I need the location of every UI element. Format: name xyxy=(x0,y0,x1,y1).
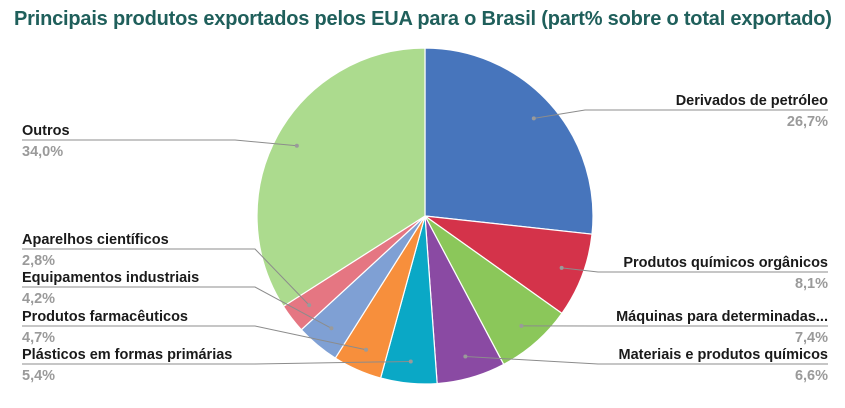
slice-value-plasticos-em-formas-primarias: 5,4% xyxy=(22,368,55,384)
slice-label-produtos-farmaceuticos: Produtos farmacêuticos xyxy=(22,309,188,325)
leader-dot-outros xyxy=(294,143,299,148)
leader-dot-derivados-de-petroleo xyxy=(531,116,536,121)
slice-label-plasticos-em-formas-primarias: Plásticos em formas primárias xyxy=(22,347,232,363)
leader-dot-produtos-quimicos-organicos xyxy=(559,265,564,270)
slice-value-produtos-quimicos-organicos: 8,1% xyxy=(795,276,828,292)
leader-dot-equipamentos-industriais xyxy=(329,326,334,331)
leader-line-produtos-farmaceuticos xyxy=(22,325,367,351)
slice-label-aparelhos-cientificos: Aparelhos científicos xyxy=(22,232,169,248)
leader-dot-produtos-farmaceuticos xyxy=(364,347,369,352)
slice-label-produtos-quimicos-organicos: Produtos químicos orgânicos xyxy=(623,255,828,271)
leader-dot-maquinas-para-determinadas xyxy=(519,323,524,328)
slice-value-materiais-e-produtos-quimicos: 6,6% xyxy=(795,368,828,384)
pie-slice-outros xyxy=(256,47,426,308)
leader-line-produtos-quimicos-organicos xyxy=(561,267,828,273)
slice-value-aparelhos-cientificos: 2,8% xyxy=(22,253,55,269)
slice-value-outros: 34,0% xyxy=(22,144,63,160)
leader-line-plasticos-em-formas-primarias xyxy=(22,360,411,365)
slice-label-materiais-e-produtos-quimicos: Materiais e produtos químicos xyxy=(619,347,829,363)
slice-label-derivados-de-petroleo: Derivados de petróleo xyxy=(676,93,828,109)
leader-dot-aparelhos-cientificos xyxy=(307,303,312,308)
leader-dot-materiais-e-produtos-quimicos xyxy=(463,354,468,359)
slice-label-maquinas-para-determinadas: Máquinas para determinadas... xyxy=(616,309,828,325)
leader-dot-plasticos-em-formas-primarias xyxy=(408,359,413,364)
leader-line-equipamentos-industriais xyxy=(22,286,332,329)
chart-title: Principais produtos exportados pelos EUA… xyxy=(14,8,832,30)
pie-slice-derivados-de-petroleo xyxy=(424,47,594,235)
leader-line-derivados-de-petroleo xyxy=(533,109,828,119)
slice-value-maquinas-para-determinadas: 7,4% xyxy=(795,330,828,346)
slice-value-produtos-farmaceuticos: 4,7% xyxy=(22,330,55,346)
slice-value-derivados-de-petroleo: 26,7% xyxy=(787,114,828,130)
leader-line-outros xyxy=(22,139,297,147)
leader-line-materiais-e-produtos-quimicos xyxy=(465,355,828,365)
slice-label-outros: Outros xyxy=(22,123,70,139)
slice-label-equipamentos-industriais: Equipamentos industriais xyxy=(22,270,199,286)
leader-line-aparelhos-cientificos xyxy=(22,248,310,306)
slice-value-equipamentos-industriais: 4,2% xyxy=(22,291,55,307)
